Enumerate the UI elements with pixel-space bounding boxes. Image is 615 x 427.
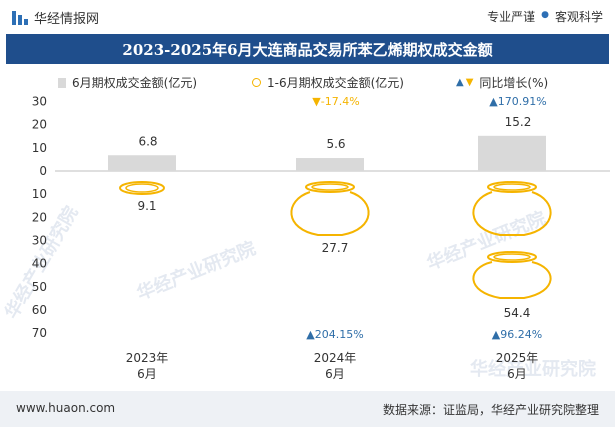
x-tick-label-month: 6月: [325, 367, 345, 381]
slogan-right: 客观科学: [554, 10, 603, 24]
legend-item-yoy[interactable]: ▲ ▼ 同比增长(%): [456, 74, 548, 91]
monthly-bar: [478, 135, 546, 171]
watermark-text: 华经产业研究院: [134, 237, 259, 305]
x-tick-label-month: 6月: [507, 367, 527, 381]
monthly-bar: [108, 155, 176, 171]
yoy-monthly-label: ▲170.91%: [489, 95, 546, 108]
legend-label-yoy: 同比增长(%): [479, 76, 549, 90]
footer-url[interactable]: www.huaon.com: [16, 401, 116, 415]
legend-item-cumulative[interactable]: 1-6月期权成交金额(亿元): [252, 74, 404, 91]
chart-plot: 华经产业研究院 华经产业研究院华经产业研究院华经产业研究院302010010203…: [0, 95, 610, 381]
cumulative-ring: [290, 181, 370, 236]
watermark-text: 华经产业研究院: [470, 358, 596, 380]
y-tick-label: 0: [39, 164, 47, 178]
yoy-cumulative-label: ▲96.24%: [492, 328, 542, 341]
y-tick-label: 60: [32, 303, 47, 317]
x-tick-label-month: 6月: [137, 367, 157, 381]
y-tick-label: 20: [32, 210, 47, 224]
legend-item-monthly[interactable]: 6月期权成交金额(亿元): [58, 74, 197, 91]
brand-name: 华经情报网: [34, 12, 100, 27]
top-bar: 华经情报网 专业严谨 ● 客观科学: [0, 0, 615, 34]
x-tick-label-year: 2024年: [314, 351, 357, 365]
y-tick-label: 10: [32, 187, 47, 201]
slogan-left: 专业严谨: [487, 10, 536, 24]
monthly-bar-label: 5.6: [326, 137, 345, 151]
cumulative-value-label: 9.1: [137, 199, 156, 213]
monthly-bar-label: 15.2: [505, 115, 532, 129]
y-tick-label: 40: [32, 257, 47, 271]
yoy-monthly-label: ▼-17.4%: [312, 95, 359, 108]
triangle-up-icon: ▲: [456, 77, 464, 88]
y-tick-label: 20: [32, 118, 47, 132]
bar-swatch-icon: [58, 77, 66, 88]
y-tick-label: 10: [32, 141, 47, 155]
cumulative-value-label: 27.7: [322, 241, 349, 255]
brand-logo-icon: [12, 10, 28, 25]
legend: 6月期权成交金额(亿元) 1-6月期权成交金额(亿元) ▲ ▼ 同比增长(%): [0, 74, 615, 94]
footer: www.huaon.com 数据来源：证监局，华经产业研究院整理: [0, 391, 615, 427]
cumulative-ring: [119, 181, 165, 195]
chart-title: 2023-2025年6月大连商品交易所苯乙烯期权成交金额: [6, 34, 609, 64]
cumulative-ring: [472, 251, 552, 299]
slogan-dot: ●: [541, 10, 549, 20]
brand[interactable]: 华经情报网: [12, 8, 99, 27]
legend-label-monthly: 6月期权成交金额(亿元): [72, 76, 197, 90]
x-tick-label-year: 2023年: [126, 351, 169, 365]
y-tick-label: 30: [32, 233, 47, 247]
cumulative-value-label: 54.4: [504, 306, 531, 320]
y-tick-label: 50: [32, 280, 47, 294]
triangle-down-icon: ▼: [465, 77, 474, 88]
legend-label-cumulative: 1-6月期权成交金额(亿元): [267, 76, 404, 90]
cumulative-ring: [472, 181, 552, 236]
monthly-bar: [296, 158, 364, 171]
y-tick-label: 70: [32, 326, 47, 340]
x-tick-label-year: 2025年: [496, 351, 539, 365]
yoy-cumulative-label: ▲204.15%: [306, 328, 363, 341]
slogan: 专业严谨 ● 客观科学: [487, 8, 603, 25]
ring-swatch-icon: [252, 78, 261, 87]
monthly-bar-label: 6.8: [138, 134, 157, 148]
footer-source: 数据来源：证监局，华经产业研究院整理: [382, 403, 599, 417]
y-tick-label: 30: [32, 95, 47, 109]
